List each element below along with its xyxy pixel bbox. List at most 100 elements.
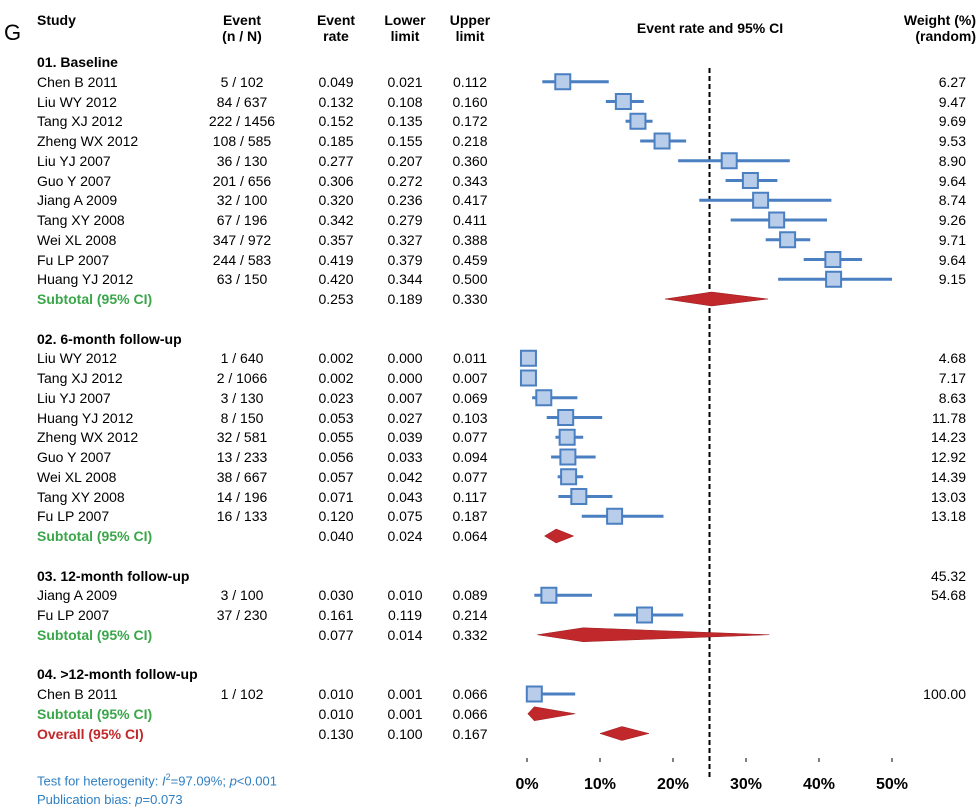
point-estimate-marker bbox=[824, 251, 842, 268]
event-cell: 3 / 130 bbox=[220, 389, 264, 406]
lower-limit-cell: 0.108 bbox=[387, 93, 423, 110]
event-cell: 108 / 585 bbox=[212, 133, 272, 149]
rate-cell: 0.057 bbox=[318, 468, 354, 485]
point-estimate-marker bbox=[741, 172, 759, 189]
upper-limit-cell: 0.064 bbox=[452, 528, 488, 544]
group-label: 04. >12-month follow-up bbox=[37, 666, 198, 683]
event-cell: 8 / 150 bbox=[220, 409, 264, 426]
event-cell: 3 / 100 bbox=[220, 587, 264, 604]
point-estimate-marker bbox=[557, 409, 575, 426]
point-estimate-marker bbox=[653, 132, 671, 150]
subtotal-diamond bbox=[527, 706, 576, 722]
x-tick-label: 50% bbox=[876, 776, 908, 793]
weight-cell: 6.27 bbox=[938, 73, 966, 90]
upper-limit-cell: 0.117 bbox=[453, 488, 487, 505]
rate-cell: 0.277 bbox=[318, 152, 354, 169]
study-name-cell: Guo Y 2007 bbox=[37, 172, 112, 189]
point-estimate-marker bbox=[559, 448, 577, 466]
table-row: Fu LP 2007 16 / 133 0.120 0.075 0.187 13.18 bbox=[0, 506, 980, 526]
weight-cell: 45.32 bbox=[930, 567, 966, 584]
event-cell: 5 / 102 bbox=[220, 73, 264, 90]
group-label: 02. 6-month follow-up bbox=[37, 330, 182, 347]
header-plot: Event rate and 95% CI bbox=[636, 20, 784, 36]
lower-limit-cell: 0.135 bbox=[387, 113, 423, 130]
upper-limit-cell: 0.330 bbox=[452, 291, 488, 307]
rate-cell: 0.420 bbox=[318, 271, 354, 288]
overall-diamond bbox=[599, 726, 650, 741]
table-row: Wei XL 2008 347 / 972 0.357 0.327 0.388 9.71 bbox=[0, 230, 980, 250]
upper-limit-cell: 0.388 bbox=[452, 231, 488, 248]
lower-limit-cell: 0.024 bbox=[387, 528, 423, 544]
weight-cell: 14.39 bbox=[930, 468, 966, 485]
group-header-row: 01. Baseline bbox=[0, 52, 980, 72]
rate-cell: 0.419 bbox=[318, 251, 354, 268]
point-estimate-marker bbox=[825, 270, 843, 288]
table-row: Liu WY 2012 1 / 640 0.002 0.000 0.011 4.68 bbox=[0, 348, 980, 368]
rate-cell: 0.306 bbox=[318, 172, 354, 189]
upper-limit-cell: 0.417 bbox=[452, 192, 488, 209]
lower-limit-cell: 0.042 bbox=[387, 468, 423, 485]
table-row: Chen B 2011 5 / 102 0.049 0.021 0.112 6.27 bbox=[0, 72, 980, 92]
study-name-cell: Subtotal (95% CI) bbox=[37, 626, 153, 643]
rate-cell: 0.010 bbox=[318, 686, 354, 702]
subtotal-row: Subtotal (95% CI) 0.010 0.001 0.066 bbox=[0, 704, 980, 724]
point-estimate-marker bbox=[614, 93, 632, 110]
rate-cell: 0.161 bbox=[318, 607, 354, 623]
x-tick-label: 30% bbox=[730, 776, 762, 793]
header-study: Study bbox=[37, 12, 76, 28]
upper-limit-cell: 0.160 bbox=[452, 93, 488, 110]
upper-limit-cell: 0.077 bbox=[452, 429, 488, 446]
point-estimate-marker bbox=[720, 152, 738, 170]
lower-limit-cell: 0.000 bbox=[387, 350, 423, 367]
rate-cell: 0.253 bbox=[318, 291, 354, 307]
panel-label: G bbox=[4, 20, 22, 45]
point-estimate-marker bbox=[636, 606, 654, 624]
point-estimate-marker bbox=[779, 231, 797, 249]
study-name-cell: Fu LP 2007 bbox=[37, 508, 110, 525]
point-estimate-marker bbox=[768, 211, 786, 229]
study-name-cell: Zheng WX 2012 bbox=[37, 133, 139, 149]
subtotal-row: Subtotal (95% CI) 0.040 0.024 0.064 bbox=[0, 526, 980, 546]
weight-cell: 9.69 bbox=[938, 113, 966, 130]
subtotal-row: Subtotal (95% CI) 0.077 0.014 0.332 bbox=[0, 625, 980, 645]
upper-limit-cell: 0.007 bbox=[452, 370, 488, 386]
study-name-cell: Chen B 2011 bbox=[37, 73, 118, 90]
weight-cell: 4.68 bbox=[938, 350, 966, 367]
event-cell: 36 / 130 bbox=[216, 152, 268, 169]
upper-limit-cell: 0.500 bbox=[452, 271, 488, 288]
rate-cell: 0.056 bbox=[318, 449, 354, 465]
header-event-line2: (n / N) bbox=[222, 28, 262, 44]
lower-limit-cell: 0.039 bbox=[387, 429, 423, 446]
table-row: Fu LP 2007 37 / 230 0.161 0.119 0.214 bbox=[0, 605, 980, 625]
point-estimate-marker bbox=[606, 507, 624, 525]
upper-limit-cell: 0.089 bbox=[452, 587, 488, 604]
rate-cell: 0.077 bbox=[318, 626, 354, 643]
lower-limit-cell: 0.344 bbox=[387, 271, 423, 288]
x-tick-label: 40% bbox=[803, 776, 835, 793]
weight-cell: 8.63 bbox=[938, 389, 966, 406]
i2-symbol: I bbox=[162, 773, 166, 789]
weight-cell: 7.17 bbox=[938, 370, 966, 386]
bias-p-symbol: p bbox=[135, 792, 143, 807]
lower-limit-cell: 0.100 bbox=[387, 725, 423, 742]
table-row: Fu LP 2007 244 / 583 0.419 0.379 0.459 9.64 bbox=[0, 250, 980, 270]
group-header-row: 02. 6-month follow-up bbox=[0, 329, 980, 349]
upper-limit-cell: 0.167 bbox=[452, 725, 488, 742]
lower-limit-cell: 0.207 bbox=[387, 152, 423, 169]
event-cell: 32 / 581 bbox=[216, 429, 268, 446]
p-symbol: p bbox=[229, 773, 237, 789]
overall-row: Overall (95% CI) 0.130 0.100 0.167 bbox=[0, 724, 980, 744]
lower-limit-cell: 0.189 bbox=[387, 291, 423, 307]
i2-value: =97.09%; bbox=[170, 773, 230, 789]
event-cell: 2 / 1066 bbox=[216, 370, 268, 386]
header-weight-line1: Weight (%) bbox=[903, 12, 976, 28]
table-row: Tang XJ 2012 2 / 1066 0.002 0.000 0.007 7.17 bbox=[0, 368, 980, 388]
point-estimate-marker bbox=[535, 389, 553, 407]
upper-limit-cell: 0.069 bbox=[452, 389, 488, 406]
group-label: 01. Baseline bbox=[37, 54, 118, 70]
subtotal-diamond bbox=[664, 291, 768, 307]
table-row: Tang XJ 2012 222 / 1456 0.152 0.135 0.172 9.6… bbox=[0, 111, 980, 131]
event-cell: 37 / 230 bbox=[216, 607, 268, 623]
lower-limit-cell: 0.014 bbox=[387, 626, 423, 643]
study-name-cell: Guo Y 2007 bbox=[37, 449, 112, 465]
